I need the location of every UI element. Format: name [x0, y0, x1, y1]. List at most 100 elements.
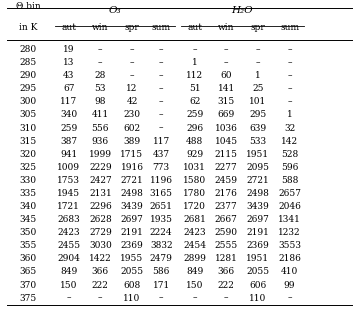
Text: 320: 320 [20, 150, 37, 159]
Text: 2055: 2055 [246, 267, 270, 276]
Text: 2729: 2729 [89, 228, 112, 237]
Text: 2191: 2191 [247, 228, 269, 237]
Text: H₂O: H₂O [231, 6, 253, 15]
Text: 259: 259 [60, 124, 77, 133]
Text: 608: 608 [123, 280, 141, 290]
Text: 488: 488 [186, 137, 203, 146]
Text: –: – [224, 294, 229, 303]
Text: 2095: 2095 [247, 163, 270, 172]
Text: 325: 325 [20, 163, 37, 172]
Text: 1232: 1232 [278, 228, 301, 237]
Text: 1580: 1580 [183, 176, 206, 185]
Text: 2498: 2498 [121, 189, 144, 198]
Text: 2377: 2377 [215, 202, 238, 211]
Text: –: – [224, 45, 229, 54]
Text: 849: 849 [60, 267, 77, 276]
Text: –: – [192, 45, 197, 54]
Text: 345: 345 [20, 215, 37, 224]
Text: 411: 411 [92, 110, 109, 119]
Text: 3553: 3553 [278, 241, 301, 250]
Text: 1045: 1045 [215, 137, 238, 146]
Text: 2899: 2899 [183, 254, 206, 263]
Text: 150: 150 [60, 280, 77, 290]
Text: 606: 606 [250, 280, 267, 290]
Text: sum: sum [280, 23, 299, 32]
Text: 528: 528 [281, 150, 298, 159]
Text: 1: 1 [255, 71, 261, 80]
Text: 112: 112 [186, 71, 203, 80]
Text: –: – [287, 97, 292, 106]
Text: 366: 366 [92, 267, 109, 276]
Text: –: – [159, 45, 163, 54]
Text: –: – [98, 45, 103, 54]
Text: 2224: 2224 [150, 228, 173, 237]
Text: 19: 19 [63, 45, 74, 54]
Text: 3439: 3439 [121, 202, 143, 211]
Text: 98: 98 [94, 97, 106, 106]
Text: 2427: 2427 [89, 176, 112, 185]
Text: 117: 117 [60, 97, 77, 106]
Text: –: – [159, 97, 163, 106]
Text: 2904: 2904 [57, 254, 80, 263]
Text: 639: 639 [250, 124, 266, 133]
Text: 101: 101 [250, 97, 267, 106]
Text: 2479: 2479 [150, 254, 173, 263]
Text: spr: spr [125, 23, 139, 32]
Text: –: – [256, 58, 260, 67]
Text: –: – [66, 294, 71, 303]
Text: 222: 222 [92, 280, 109, 290]
Text: 556: 556 [92, 124, 109, 133]
Text: 1753: 1753 [57, 176, 80, 185]
Text: 375: 375 [20, 294, 37, 303]
Text: 1: 1 [192, 58, 197, 67]
Text: 51: 51 [189, 84, 200, 93]
Text: O₃: O₃ [109, 6, 121, 15]
Text: 2277: 2277 [215, 163, 238, 172]
Text: 360: 360 [20, 254, 37, 263]
Text: 2131: 2131 [89, 189, 112, 198]
Text: 2459: 2459 [215, 176, 238, 185]
Text: –: – [130, 71, 134, 80]
Text: 280: 280 [20, 45, 37, 54]
Text: 150: 150 [186, 280, 203, 290]
Text: 1715: 1715 [120, 150, 144, 159]
Text: 2423: 2423 [183, 228, 206, 237]
Text: –: – [192, 294, 197, 303]
Text: 410: 410 [281, 267, 298, 276]
Text: 366: 366 [218, 267, 235, 276]
Text: –: – [287, 71, 292, 80]
Text: 2369: 2369 [121, 241, 143, 250]
Text: 3832: 3832 [150, 241, 173, 250]
Text: spr: spr [251, 23, 265, 32]
Text: 296: 296 [186, 124, 203, 133]
Text: –: – [287, 58, 292, 67]
Text: 2229: 2229 [89, 163, 112, 172]
Text: 437: 437 [153, 150, 170, 159]
Text: 533: 533 [250, 137, 266, 146]
Text: 117: 117 [153, 137, 170, 146]
Text: 1341: 1341 [278, 215, 301, 224]
Text: –: – [159, 110, 163, 119]
Text: 300: 300 [20, 97, 37, 106]
Text: 25: 25 [252, 84, 264, 93]
Text: 171: 171 [153, 280, 170, 290]
Text: 1031: 1031 [183, 163, 206, 172]
Text: 315: 315 [20, 137, 37, 146]
Text: 350: 350 [20, 228, 37, 237]
Text: 53: 53 [94, 84, 106, 93]
Text: in K: in K [19, 23, 37, 32]
Text: 310: 310 [20, 124, 37, 133]
Text: win: win [92, 23, 108, 32]
Text: –: – [287, 45, 292, 54]
Text: 1009: 1009 [57, 163, 80, 172]
Text: sum: sum [151, 23, 171, 32]
Text: 2555: 2555 [215, 241, 238, 250]
Text: –: – [159, 71, 163, 80]
Text: –: – [256, 45, 260, 54]
Text: 2186: 2186 [278, 254, 301, 263]
Text: 1196: 1196 [150, 176, 173, 185]
Text: 330: 330 [20, 176, 37, 185]
Text: 110: 110 [123, 294, 141, 303]
Text: 42: 42 [126, 97, 138, 106]
Text: 849: 849 [186, 267, 203, 276]
